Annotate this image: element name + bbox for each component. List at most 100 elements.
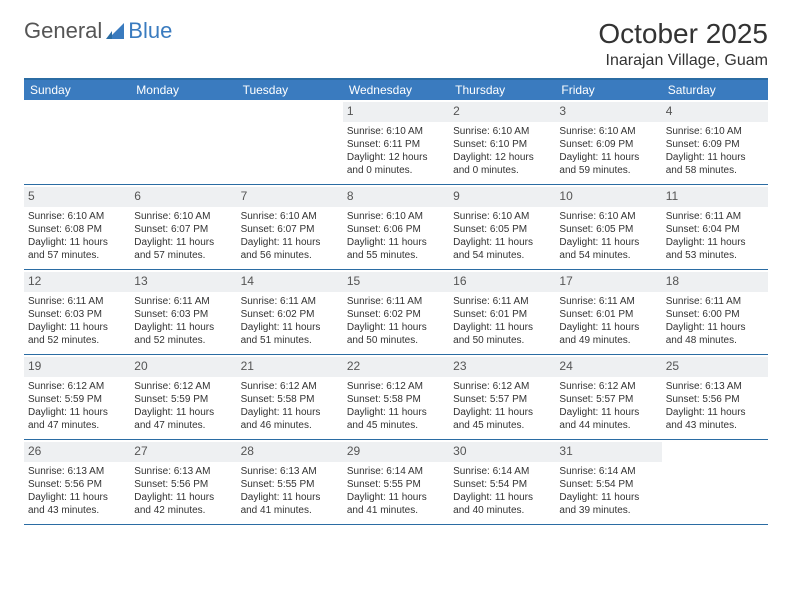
dl1-text: Daylight: 11 hours xyxy=(559,236,657,249)
day-number: 5 xyxy=(24,187,130,207)
sunrise-text: Sunrise: 6:12 AM xyxy=(28,380,126,393)
logo-sail-icon xyxy=(106,21,126,41)
day-number: 18 xyxy=(662,272,768,292)
sunrise-text: Sunrise: 6:14 AM xyxy=(453,465,551,478)
sunrise-text: Sunrise: 6:14 AM xyxy=(347,465,445,478)
dow-monday: Monday xyxy=(130,80,236,100)
day-number: 10 xyxy=(555,187,661,207)
sunrise-text: Sunrise: 6:12 AM xyxy=(241,380,339,393)
dl2-text: and 52 minutes. xyxy=(134,334,232,347)
dl2-text: and 51 minutes. xyxy=(241,334,339,347)
sunset-text: Sunset: 5:59 PM xyxy=(28,393,126,406)
sunrise-text: Sunrise: 6:11 AM xyxy=(134,295,232,308)
sunrise-text: Sunrise: 6:10 AM xyxy=(28,210,126,223)
day-cell: 7Sunrise: 6:10 AMSunset: 6:07 PMDaylight… xyxy=(237,185,343,269)
dl1-text: Daylight: 11 hours xyxy=(666,321,764,334)
sunset-text: Sunset: 6:03 PM xyxy=(28,308,126,321)
header: General Blue October 2025 Inarajan Villa… xyxy=(24,18,768,70)
dl2-text: and 41 minutes. xyxy=(241,504,339,517)
day-number: 11 xyxy=(662,187,768,207)
sunrise-text: Sunrise: 6:10 AM xyxy=(453,210,551,223)
sunset-text: Sunset: 6:11 PM xyxy=(347,138,445,151)
dl2-text: and 0 minutes. xyxy=(453,164,551,177)
month-title: October 2025 xyxy=(598,18,768,50)
dl2-text: and 50 minutes. xyxy=(453,334,551,347)
sunrise-text: Sunrise: 6:11 AM xyxy=(347,295,445,308)
dl1-text: Daylight: 11 hours xyxy=(241,491,339,504)
sunset-text: Sunset: 5:58 PM xyxy=(347,393,445,406)
sunrise-text: Sunrise: 6:10 AM xyxy=(347,125,445,138)
day-number: 6 xyxy=(130,187,236,207)
logo-text-blue: Blue xyxy=(128,18,172,44)
day-cell: 11Sunrise: 6:11 AMSunset: 6:04 PMDayligh… xyxy=(662,185,768,269)
dl1-text: Daylight: 11 hours xyxy=(28,321,126,334)
day-cell: 13Sunrise: 6:11 AMSunset: 6:03 PMDayligh… xyxy=(130,270,236,354)
day-number: 2 xyxy=(449,102,555,122)
day-number: 27 xyxy=(130,442,236,462)
sunset-text: Sunset: 6:01 PM xyxy=(559,308,657,321)
sunset-text: Sunset: 6:07 PM xyxy=(134,223,232,236)
day-cell: 4Sunrise: 6:10 AMSunset: 6:09 PMDaylight… xyxy=(662,100,768,184)
day-cell: 1Sunrise: 6:10 AMSunset: 6:11 PMDaylight… xyxy=(343,100,449,184)
dow-thursday: Thursday xyxy=(449,80,555,100)
sunset-text: Sunset: 6:08 PM xyxy=(28,223,126,236)
day-cell: 20Sunrise: 6:12 AMSunset: 5:59 PMDayligh… xyxy=(130,355,236,439)
sunrise-text: Sunrise: 6:11 AM xyxy=(28,295,126,308)
sunset-text: Sunset: 5:58 PM xyxy=(241,393,339,406)
day-number: 31 xyxy=(555,442,661,462)
dl2-text: and 43 minutes. xyxy=(28,504,126,517)
dl1-text: Daylight: 12 hours xyxy=(347,151,445,164)
day-number: 19 xyxy=(24,357,130,377)
day-cell: . xyxy=(662,440,768,524)
logo-text-general: General xyxy=(24,18,102,44)
day-number: 8 xyxy=(343,187,449,207)
day-number: 17 xyxy=(555,272,661,292)
day-number: 23 xyxy=(449,357,555,377)
dl1-text: Daylight: 11 hours xyxy=(559,321,657,334)
sunset-text: Sunset: 6:01 PM xyxy=(453,308,551,321)
sunset-text: Sunset: 6:00 PM xyxy=(666,308,764,321)
day-number: 16 xyxy=(449,272,555,292)
day-number: 20 xyxy=(130,357,236,377)
dl2-text: and 48 minutes. xyxy=(666,334,764,347)
day-cell: 12Sunrise: 6:11 AMSunset: 6:03 PMDayligh… xyxy=(24,270,130,354)
dow-wednesday: Wednesday xyxy=(343,80,449,100)
dl1-text: Daylight: 11 hours xyxy=(134,406,232,419)
day-cell: 17Sunrise: 6:11 AMSunset: 6:01 PMDayligh… xyxy=(555,270,661,354)
sunset-text: Sunset: 5:59 PM xyxy=(134,393,232,406)
sunrise-text: Sunrise: 6:11 AM xyxy=(666,295,764,308)
title-block: October 2025 Inarajan Village, Guam xyxy=(598,18,768,70)
dl1-text: Daylight: 11 hours xyxy=(28,236,126,249)
sunrise-text: Sunrise: 6:10 AM xyxy=(559,210,657,223)
dl1-text: Daylight: 11 hours xyxy=(134,236,232,249)
day-number: 22 xyxy=(343,357,449,377)
dl1-text: Daylight: 11 hours xyxy=(134,321,232,334)
dl2-text: and 58 minutes. xyxy=(666,164,764,177)
day-number: 29 xyxy=(343,442,449,462)
day-number: 14 xyxy=(237,272,343,292)
day-cell: 3Sunrise: 6:10 AMSunset: 6:09 PMDaylight… xyxy=(555,100,661,184)
day-cell: 22Sunrise: 6:12 AMSunset: 5:58 PMDayligh… xyxy=(343,355,449,439)
day-cell: 9Sunrise: 6:10 AMSunset: 6:05 PMDaylight… xyxy=(449,185,555,269)
sunset-text: Sunset: 6:10 PM xyxy=(453,138,551,151)
sunrise-text: Sunrise: 6:11 AM xyxy=(666,210,764,223)
week-row: 19Sunrise: 6:12 AMSunset: 5:59 PMDayligh… xyxy=(24,355,768,440)
day-number: 13 xyxy=(130,272,236,292)
dl1-text: Daylight: 11 hours xyxy=(666,406,764,419)
sunrise-text: Sunrise: 6:13 AM xyxy=(28,465,126,478)
day-number: 15 xyxy=(343,272,449,292)
calendar-page: General Blue October 2025 Inarajan Villa… xyxy=(0,0,792,543)
sunset-text: Sunset: 6:07 PM xyxy=(241,223,339,236)
sunrise-text: Sunrise: 6:14 AM xyxy=(559,465,657,478)
dow-saturday: Saturday xyxy=(662,80,768,100)
dl2-text: and 47 minutes. xyxy=(28,419,126,432)
dl2-text: and 52 minutes. xyxy=(28,334,126,347)
dl2-text: and 0 minutes. xyxy=(347,164,445,177)
sunset-text: Sunset: 6:05 PM xyxy=(453,223,551,236)
day-cell: 5 Sunrise: 6:10 AMSunset: 6:08 PMDaylight… xyxy=(24,185,130,269)
day-cell: 2Sunrise: 6:10 AMSunset: 6:10 PMDaylight… xyxy=(449,100,555,184)
week-row: ...1Sunrise: 6:10 AMSunset: 6:11 PMDayli… xyxy=(24,100,768,185)
week-row: 26Sunrise: 6:13 AMSunset: 5:56 PMDayligh… xyxy=(24,440,768,525)
dow-tuesday: Tuesday xyxy=(237,80,343,100)
dl2-text: and 39 minutes. xyxy=(559,504,657,517)
